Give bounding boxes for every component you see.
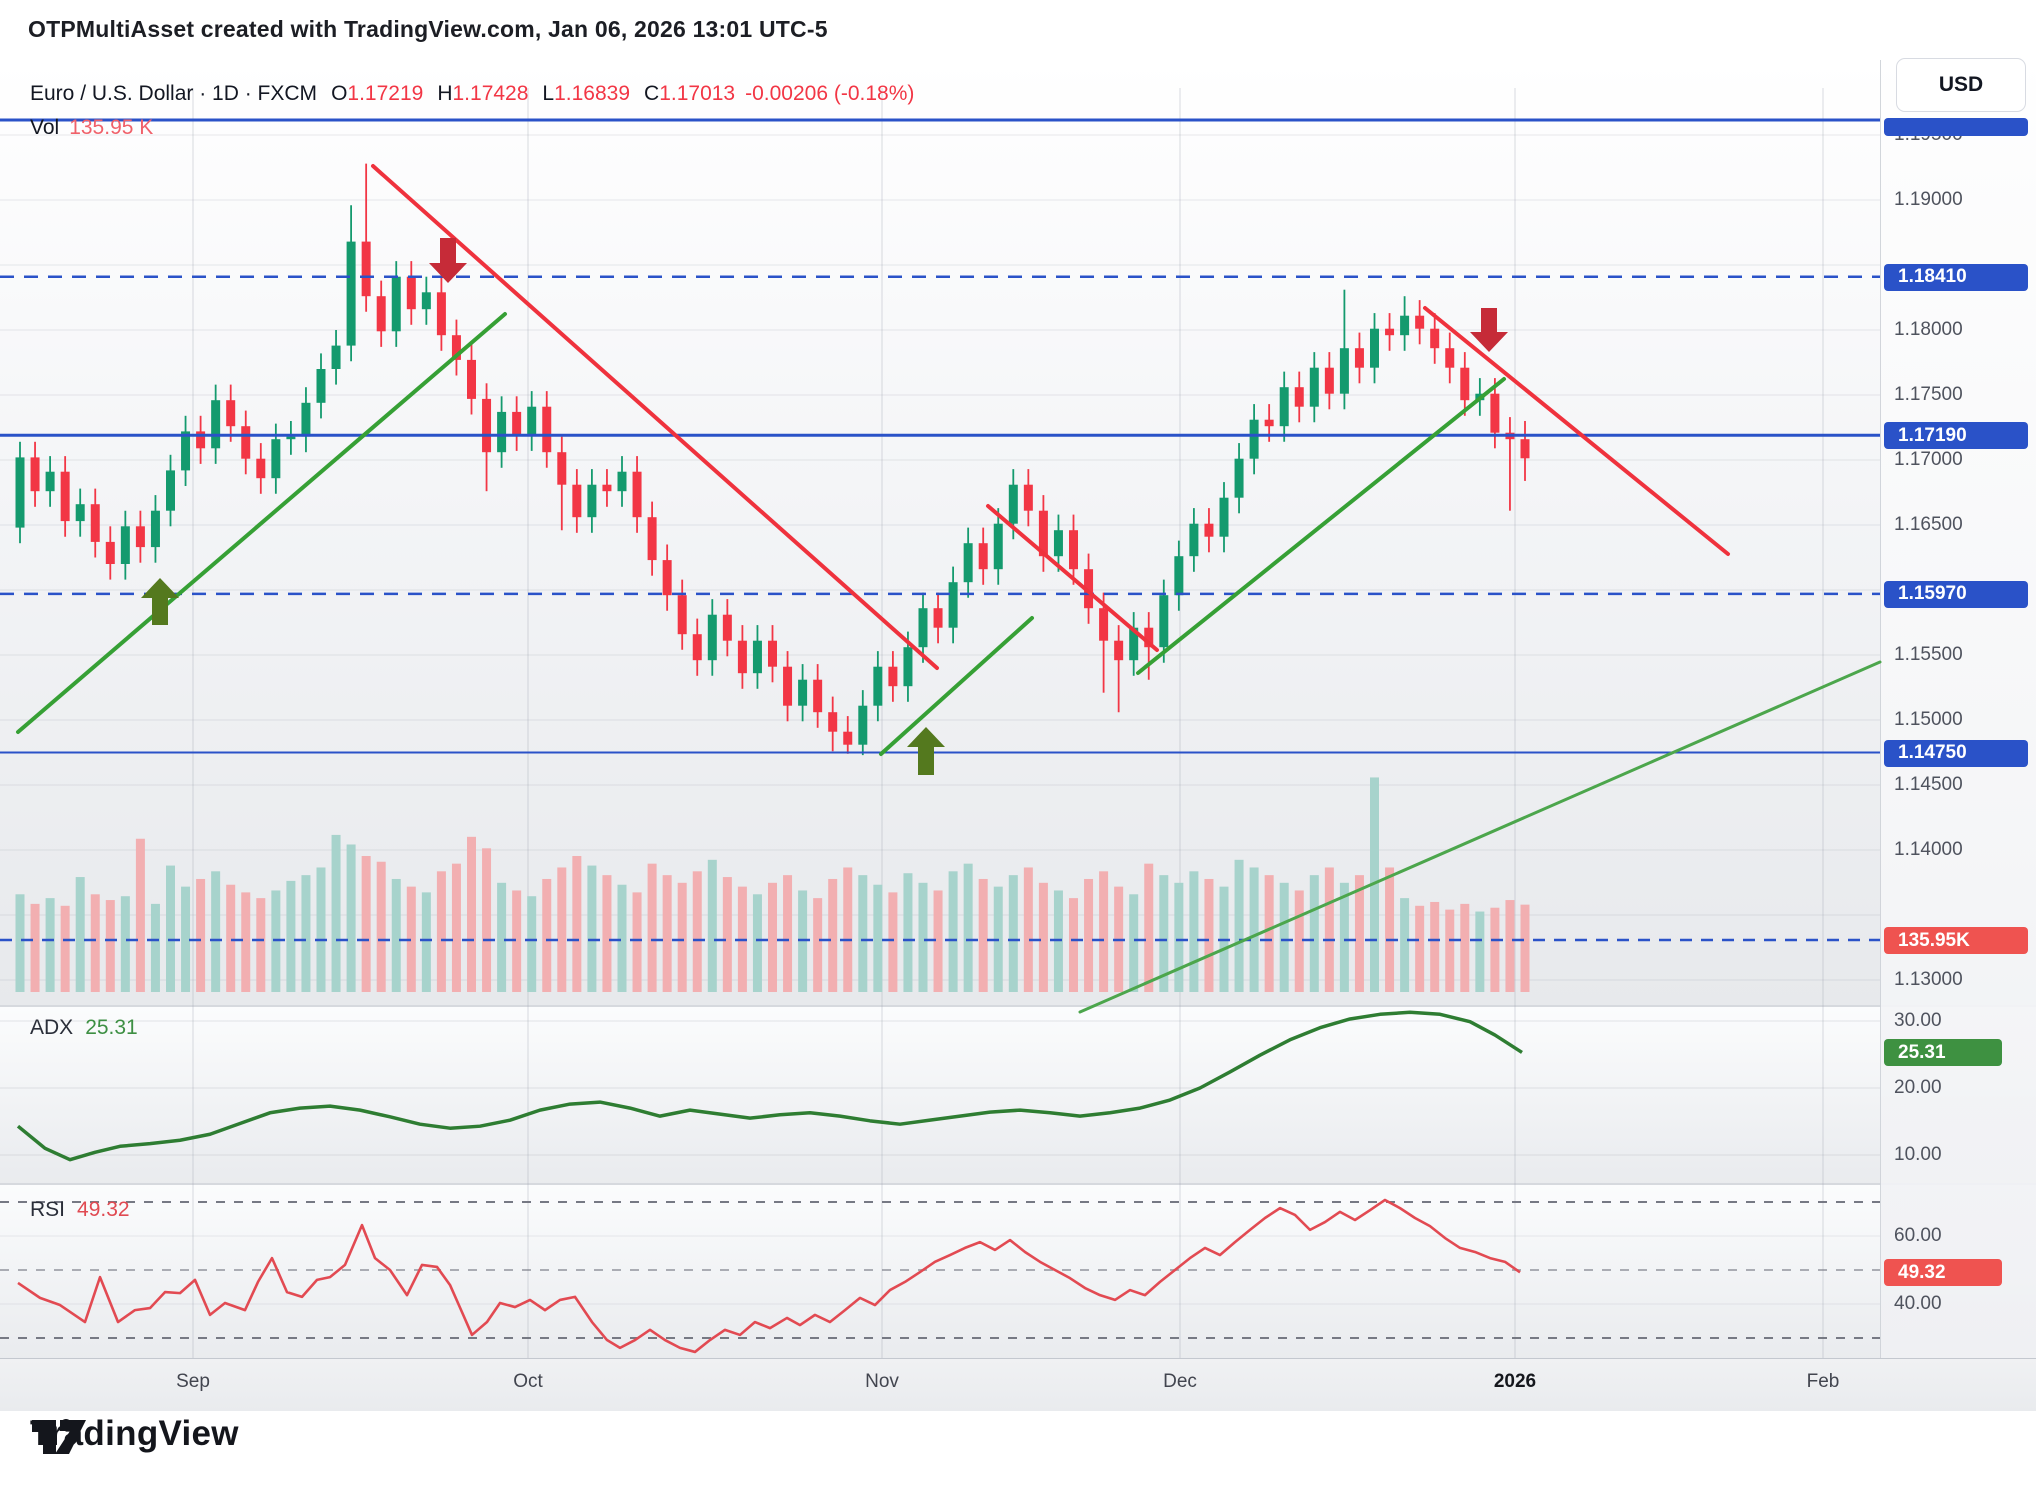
rsi-value: 49.32 xyxy=(77,1198,130,1221)
price-axis-label: 1.15000 xyxy=(1894,709,1963,730)
price-axis-label: 1.19000 xyxy=(1894,189,1963,210)
price-axis-label: 1.15500 xyxy=(1894,644,1963,665)
adx-label: ADX xyxy=(30,1016,74,1039)
price-badge: 1.14750 xyxy=(1884,739,2028,767)
rsi-axis-label: 60.00 xyxy=(1894,1225,1942,1246)
volume-value: 135.95 K xyxy=(69,116,154,139)
adx-axis-label: 30.00 xyxy=(1894,1010,1942,1031)
rsi-pane[interactable] xyxy=(0,1183,2036,1360)
rsi-label: RSI xyxy=(30,1198,66,1221)
price-axis-label: 1.18000 xyxy=(1894,319,1963,340)
price-axis-label: 1.13000 xyxy=(1894,969,1963,990)
price-badge: 1.15970 xyxy=(1884,580,2028,608)
time-axis[interactable] xyxy=(0,1358,2036,1411)
header-bar: OTPMultiAsset created with TradingView.c… xyxy=(0,0,2036,60)
tradingview-logo-icon xyxy=(32,1419,86,1454)
price-badge: 135.95K xyxy=(1884,927,2028,954)
ohlc-h: H1.17428 xyxy=(437,82,529,105)
adx-axis-label: 10.00 xyxy=(1894,1144,1942,1165)
tradingview-logo[interactable]: TradingView xyxy=(30,1414,239,1454)
adx-pane[interactable] xyxy=(0,1005,2036,1185)
ohlc-o: O1.17219 xyxy=(331,82,424,105)
price-axis-label: 1.17500 xyxy=(1894,384,1963,405)
price-line-badge xyxy=(1884,118,2028,136)
change-value: -0.00206 (-0.18%) xyxy=(745,82,915,105)
time-axis-label: Sep xyxy=(176,1371,210,1392)
price-badge: 1.18410 xyxy=(1884,263,2028,291)
time-axis-label: Nov xyxy=(865,1371,899,1392)
adx-badge: 25.31 xyxy=(1884,1039,2002,1067)
rsi-badge: 49.32 xyxy=(1884,1259,2002,1287)
volume-legend: Vol 135.95 K xyxy=(30,116,153,140)
adx-axis-label: 20.00 xyxy=(1894,1077,1942,1098)
price-badge: 1.17190 xyxy=(1884,422,2028,450)
copyright-text: OTPMultiAsset created with TradingView.c… xyxy=(28,16,828,42)
rsi-legend: RSI 49.32 xyxy=(30,1198,130,1222)
time-axis-label: Feb xyxy=(1806,1371,1840,1392)
ohlc-l: L1.16839 xyxy=(542,82,631,105)
currency-toggle-button[interactable]: USD xyxy=(1896,58,2026,112)
rsi-axis-label: 40.00 xyxy=(1894,1293,1942,1314)
time-axis-label: Oct xyxy=(513,1371,543,1392)
price-axis-label: 1.14500 xyxy=(1894,774,1963,795)
adx-value: 25.31 xyxy=(85,1016,138,1039)
price-axis-label: 1.16500 xyxy=(1894,514,1963,535)
symbol-title[interactable]: Euro / U.S. Dollar · 1D · FXCM xyxy=(30,82,318,105)
time-axis-label: Dec xyxy=(1163,1371,1197,1392)
volume-label: Vol xyxy=(30,116,60,139)
adx-legend: ADX 25.31 xyxy=(30,1016,138,1040)
price-axis-label: 1.14000 xyxy=(1894,839,1963,860)
time-axis-label: 2026 xyxy=(1493,1371,1537,1392)
symbol-info-bar[interactable]: Euro / U.S. Dollar · 1D · FXCM O1.17219 H1… xyxy=(30,82,914,106)
ohlc-c: C1.17013 xyxy=(644,82,736,105)
price-axis-label: 1.17000 xyxy=(1894,449,1963,470)
